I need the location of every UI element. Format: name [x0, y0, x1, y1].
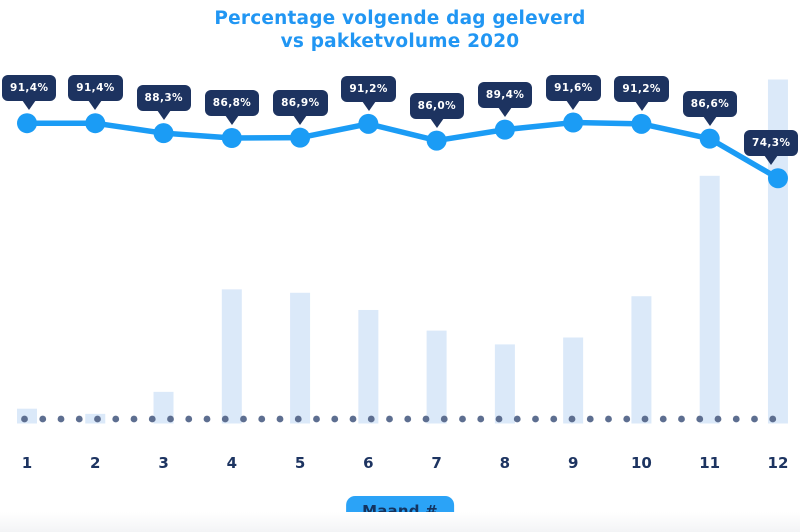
baseline-dot: [696, 415, 704, 423]
baseline-dot: [130, 415, 138, 423]
volume-bar: [358, 309, 379, 424]
baseline-dot: [349, 415, 357, 423]
x-tick-label: 11: [699, 454, 721, 472]
baseline-dot: [185, 415, 193, 423]
value-tooltip: 86,9%: [273, 89, 328, 116]
baseline-dot: [769, 415, 777, 423]
baseline-dot: [39, 415, 47, 423]
value-tooltip: 86,6%: [682, 90, 738, 117]
baseline-dot: [294, 415, 302, 423]
baseline-dot: [167, 415, 174, 423]
x-tick-label: 4: [226, 454, 238, 472]
data-point: [631, 113, 652, 134]
baseline-dot: [751, 415, 758, 423]
baseline-dot: [477, 415, 485, 423]
value-tooltip: 88,3%: [136, 85, 191, 112]
x-tick-label: 7: [431, 454, 442, 472]
value-tooltip: 91,2%: [614, 75, 669, 102]
volume-bar: [563, 337, 584, 424]
x-tick-label: 12: [767, 454, 789, 472]
volume-bar: [494, 344, 515, 424]
value-tooltip: 91,2%: [341, 75, 396, 102]
baseline-dot: [440, 415, 448, 423]
baseline-dot: [404, 415, 412, 423]
x-tick-label: 9: [567, 454, 579, 472]
volume-bar: [290, 292, 311, 424]
baseline-dot: [367, 415, 375, 423]
value-tooltip: 74,3%: [744, 130, 799, 157]
volume-bar: [631, 296, 652, 424]
value-tooltip: 91,4%: [68, 75, 123, 102]
baseline-dot: [21, 415, 28, 423]
data-point: [290, 127, 311, 148]
value-tooltip: 86,8%: [204, 90, 260, 116]
baseline-dot: [57, 415, 65, 423]
baseline-dot: [331, 415, 339, 423]
baseline-dot: [678, 415, 685, 423]
data-point: [426, 130, 447, 151]
x-tick-label: 3: [158, 454, 169, 472]
baseline-dot: [495, 415, 503, 423]
baseline-dot: [459, 415, 466, 423]
baseline-dot: [276, 415, 284, 423]
baseline-dot: [94, 415, 101, 423]
chart-title: Percentage volgende dag geleverd vs pakk…: [0, 7, 800, 53]
volume-bar: [221, 289, 242, 424]
data-point: [153, 123, 174, 144]
volume-bar: [767, 79, 788, 424]
data-point: [358, 113, 379, 134]
bottom-edge-strip: [0, 512, 800, 532]
volume-bar: [699, 175, 720, 424]
value-tooltip: 86,0%: [409, 92, 465, 119]
data-point: [17, 113, 37, 134]
baseline-dot: [532, 415, 539, 423]
baseline-dot: [422, 415, 430, 423]
data-point: [563, 112, 584, 133]
data-point: [494, 119, 515, 140]
baseline-dot: [258, 415, 266, 423]
baseline-dot: [203, 415, 211, 423]
baseline-dot: [641, 415, 649, 423]
baseline-dot: [623, 415, 631, 423]
baseline-dot: [714, 415, 722, 423]
baseline-dot: [605, 415, 612, 423]
x-tick-label: 10: [630, 454, 652, 472]
delivery-percentage-line: [24, 119, 781, 182]
baseline-dot: [75, 415, 83, 423]
baseline-dot: [313, 415, 320, 423]
baseline-dot: [586, 415, 594, 423]
value-tooltip: 91,6%: [546, 74, 601, 101]
data-point: [221, 128, 242, 149]
volume-bar: [426, 330, 447, 424]
value-tooltip: 89,4%: [477, 81, 533, 108]
baseline-dot: [732, 415, 740, 423]
volume-bar: [153, 391, 174, 424]
baseline-dot: [568, 415, 576, 423]
baseline-dot: [513, 415, 521, 423]
data-point: [85, 113, 106, 134]
baseline-dot: [659, 415, 667, 423]
x-tick-label: 8: [499, 454, 511, 472]
x-tick-label: 5: [294, 454, 306, 472]
x-tick-label: 2: [90, 454, 101, 472]
x-tick-label: 1: [21, 454, 33, 472]
baseline-dot: [148, 415, 156, 423]
baseline-dot: [221, 415, 229, 423]
baseline-dot: [386, 415, 393, 423]
data-point: [767, 168, 788, 189]
chart-title-line1: Percentage volgende dag geleverd: [214, 8, 586, 29]
baseline-dot: [240, 415, 247, 423]
baseline-dot: [112, 415, 120, 423]
data-point: [699, 128, 720, 149]
baseline-dot: [550, 415, 558, 423]
x-tick-label: 6: [363, 454, 374, 472]
chart-title-line2: vs pakketvolume 2020: [280, 31, 520, 52]
value-tooltip: 91,4%: [2, 75, 57, 102]
